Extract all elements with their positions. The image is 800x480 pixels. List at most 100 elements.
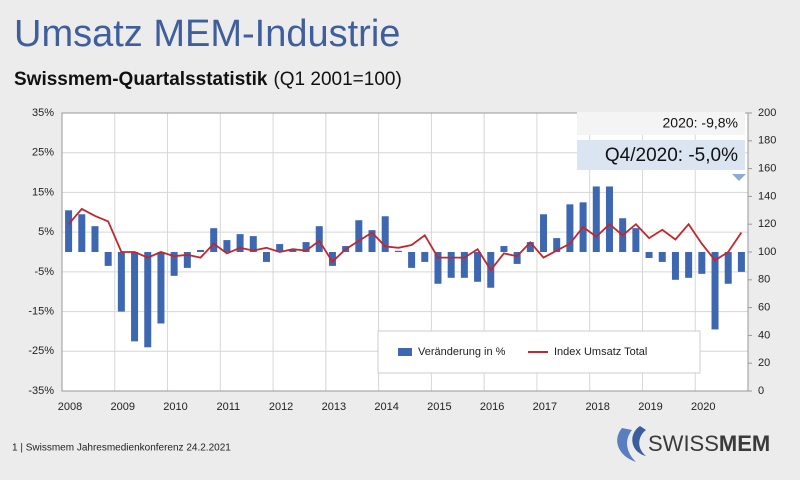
x-tick-label: 2011 — [216, 401, 240, 413]
bar — [117, 252, 125, 312]
bar — [249, 236, 257, 252]
y2-tick-label: 160 — [758, 163, 776, 175]
x-tick-label: 2015 — [427, 401, 451, 413]
annotation-box — [577, 112, 745, 135]
bar — [671, 252, 679, 280]
bar — [540, 214, 548, 252]
y2-tick-label: 180 — [758, 135, 776, 147]
logo-text: SWISSMEM — [648, 431, 770, 456]
annotation-box — [577, 140, 745, 170]
bar — [157, 252, 165, 324]
marks — [65, 186, 745, 348]
subtitle-main: Swissmem-Quartalsstatistik — [14, 69, 268, 90]
y-tick-label: 35% — [32, 107, 54, 119]
logo-light: SWISS — [648, 431, 719, 456]
bar — [698, 252, 706, 274]
y-tick-label: 25% — [32, 147, 54, 159]
chart-title: Umsatz MEM-Industrie — [14, 13, 400, 55]
bar — [183, 252, 191, 268]
bar — [447, 252, 455, 278]
bar — [289, 250, 297, 252]
bar — [65, 210, 73, 252]
y2-tick-label: 40 — [758, 329, 770, 341]
bar — [197, 250, 205, 252]
logo-swirl — [632, 426, 646, 456]
legend-swatch — [398, 348, 412, 356]
bar — [592, 186, 600, 252]
y2-tick-label: 80 — [758, 274, 770, 286]
legend-label: Index Umsatz Total — [554, 346, 647, 358]
bar — [711, 252, 719, 330]
y2-tick-label: 0 — [758, 385, 764, 397]
bar — [302, 242, 310, 252]
y2-tick-label: 60 — [758, 302, 770, 314]
y-tick-label: -15% — [28, 305, 54, 317]
bar — [381, 216, 389, 252]
legend: Veränderung in % Index Umsatz Total — [377, 330, 701, 374]
bar — [566, 204, 574, 252]
bar — [460, 252, 468, 278]
bar — [170, 252, 178, 276]
bar — [236, 234, 244, 252]
x-tick-label: 2013 — [322, 401, 346, 413]
y-tick-label: -35% — [28, 385, 54, 397]
x-tick-label: 2020 — [691, 401, 715, 413]
subtitle-note: (Q1 2001=100) — [273, 69, 401, 90]
x-tick-label: 2008 — [58, 401, 82, 413]
legend-label: Veränderung in % — [418, 346, 506, 358]
footer: 1 | Swissmem Jahresmedienkonferenz 24.2.… — [12, 443, 231, 454]
bar — [737, 252, 745, 272]
bar — [131, 252, 139, 342]
y-tick-label: 15% — [32, 186, 54, 198]
y-tick-label: -25% — [28, 345, 54, 357]
logo-swirl — [617, 428, 636, 462]
bar — [658, 252, 666, 262]
marker-arrow — [732, 174, 746, 181]
y-tick-label: -5% — [34, 266, 54, 278]
bar — [104, 252, 112, 266]
x-tick-label: 2016 — [480, 401, 504, 413]
y2-tick-label: 100 — [758, 246, 776, 258]
x-tick-label: 2010 — [163, 401, 187, 413]
bar — [513, 252, 521, 264]
bar — [78, 214, 86, 252]
bar — [632, 228, 640, 252]
bar — [315, 226, 323, 252]
bar — [421, 252, 429, 262]
x-tick-label: 2014 — [374, 401, 398, 413]
bar — [355, 220, 363, 252]
x-tick-label: 2019 — [638, 401, 662, 413]
y2-tick-label: 120 — [758, 218, 776, 230]
bar — [276, 244, 284, 252]
bar — [328, 252, 336, 266]
y2-tick-label: 140 — [758, 190, 776, 202]
bar — [223, 240, 231, 252]
chart-subtitle: Swissmem-Quartalsstatistik (Q1 2001=100) — [14, 69, 402, 90]
x-tick-label: 2009 — [111, 401, 135, 413]
bar — [500, 246, 508, 252]
bar — [91, 226, 99, 252]
y2-tick-label: 20 — [758, 357, 770, 369]
bar — [394, 250, 402, 252]
logo: SWISSMEM — [617, 426, 770, 462]
y2-tick-label: 200 — [758, 107, 776, 119]
bar — [210, 228, 218, 252]
bar — [685, 252, 693, 278]
bar — [434, 252, 442, 284]
bar — [724, 252, 732, 284]
bar — [368, 230, 376, 252]
bar — [408, 252, 416, 268]
bar — [645, 252, 653, 258]
annotation: 2020: -9,8% — [663, 115, 739, 131]
x-tick-label: 2018 — [585, 401, 609, 413]
line — [67, 207, 743, 272]
bar — [553, 238, 561, 252]
annotation: Q4/2020: -5,0% — [605, 145, 738, 166]
bar — [144, 252, 152, 348]
bar — [474, 252, 482, 282]
bar — [605, 186, 613, 252]
x-tick-label: 2017 — [533, 401, 557, 413]
logo-bold: MEM — [719, 431, 770, 456]
